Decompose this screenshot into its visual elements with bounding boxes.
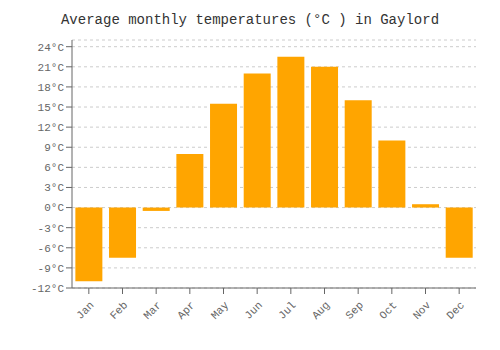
svg-text:Feb: Feb (108, 299, 130, 321)
svg-text:Aug: Aug (310, 299, 332, 321)
svg-text:Apr: Apr (175, 299, 197, 321)
svg-text:-12°C: -12°C (31, 283, 64, 295)
svg-text:-6°C: -6°C (38, 243, 65, 255)
svg-text:15°C: 15°C (38, 102, 65, 114)
svg-text:Sep: Sep (343, 299, 365, 321)
svg-text:3°C: 3°C (44, 182, 64, 194)
svg-text:-3°C: -3°C (38, 223, 65, 235)
svg-text:Jul: Jul (276, 299, 298, 321)
svg-text:Nov: Nov (411, 299, 434, 322)
svg-text:Jan: Jan (74, 299, 96, 321)
svg-text:Mar: Mar (141, 299, 163, 321)
svg-text:Dec: Dec (444, 299, 466, 321)
svg-text:21°C: 21°C (38, 62, 65, 74)
svg-text:9°C: 9°C (44, 142, 64, 154)
svg-text:Jun: Jun (242, 299, 264, 321)
svg-text:24°C: 24°C (38, 42, 65, 54)
svg-text:12°C: 12°C (38, 122, 65, 134)
svg-text:May: May (209, 299, 232, 322)
html-text:Average monthly temperatures (: Average monthly temperatures (°C ) in Ga… (61, 12, 439, 28)
svg-text:18°C: 18°C (38, 82, 65, 94)
svg-text:6°C: 6°C (44, 162, 64, 174)
svg-text:-9°C: -9°C (38, 263, 65, 275)
svg-text:0°C: 0°C (44, 202, 64, 214)
svg-text:Oct: Oct (377, 299, 399, 321)
